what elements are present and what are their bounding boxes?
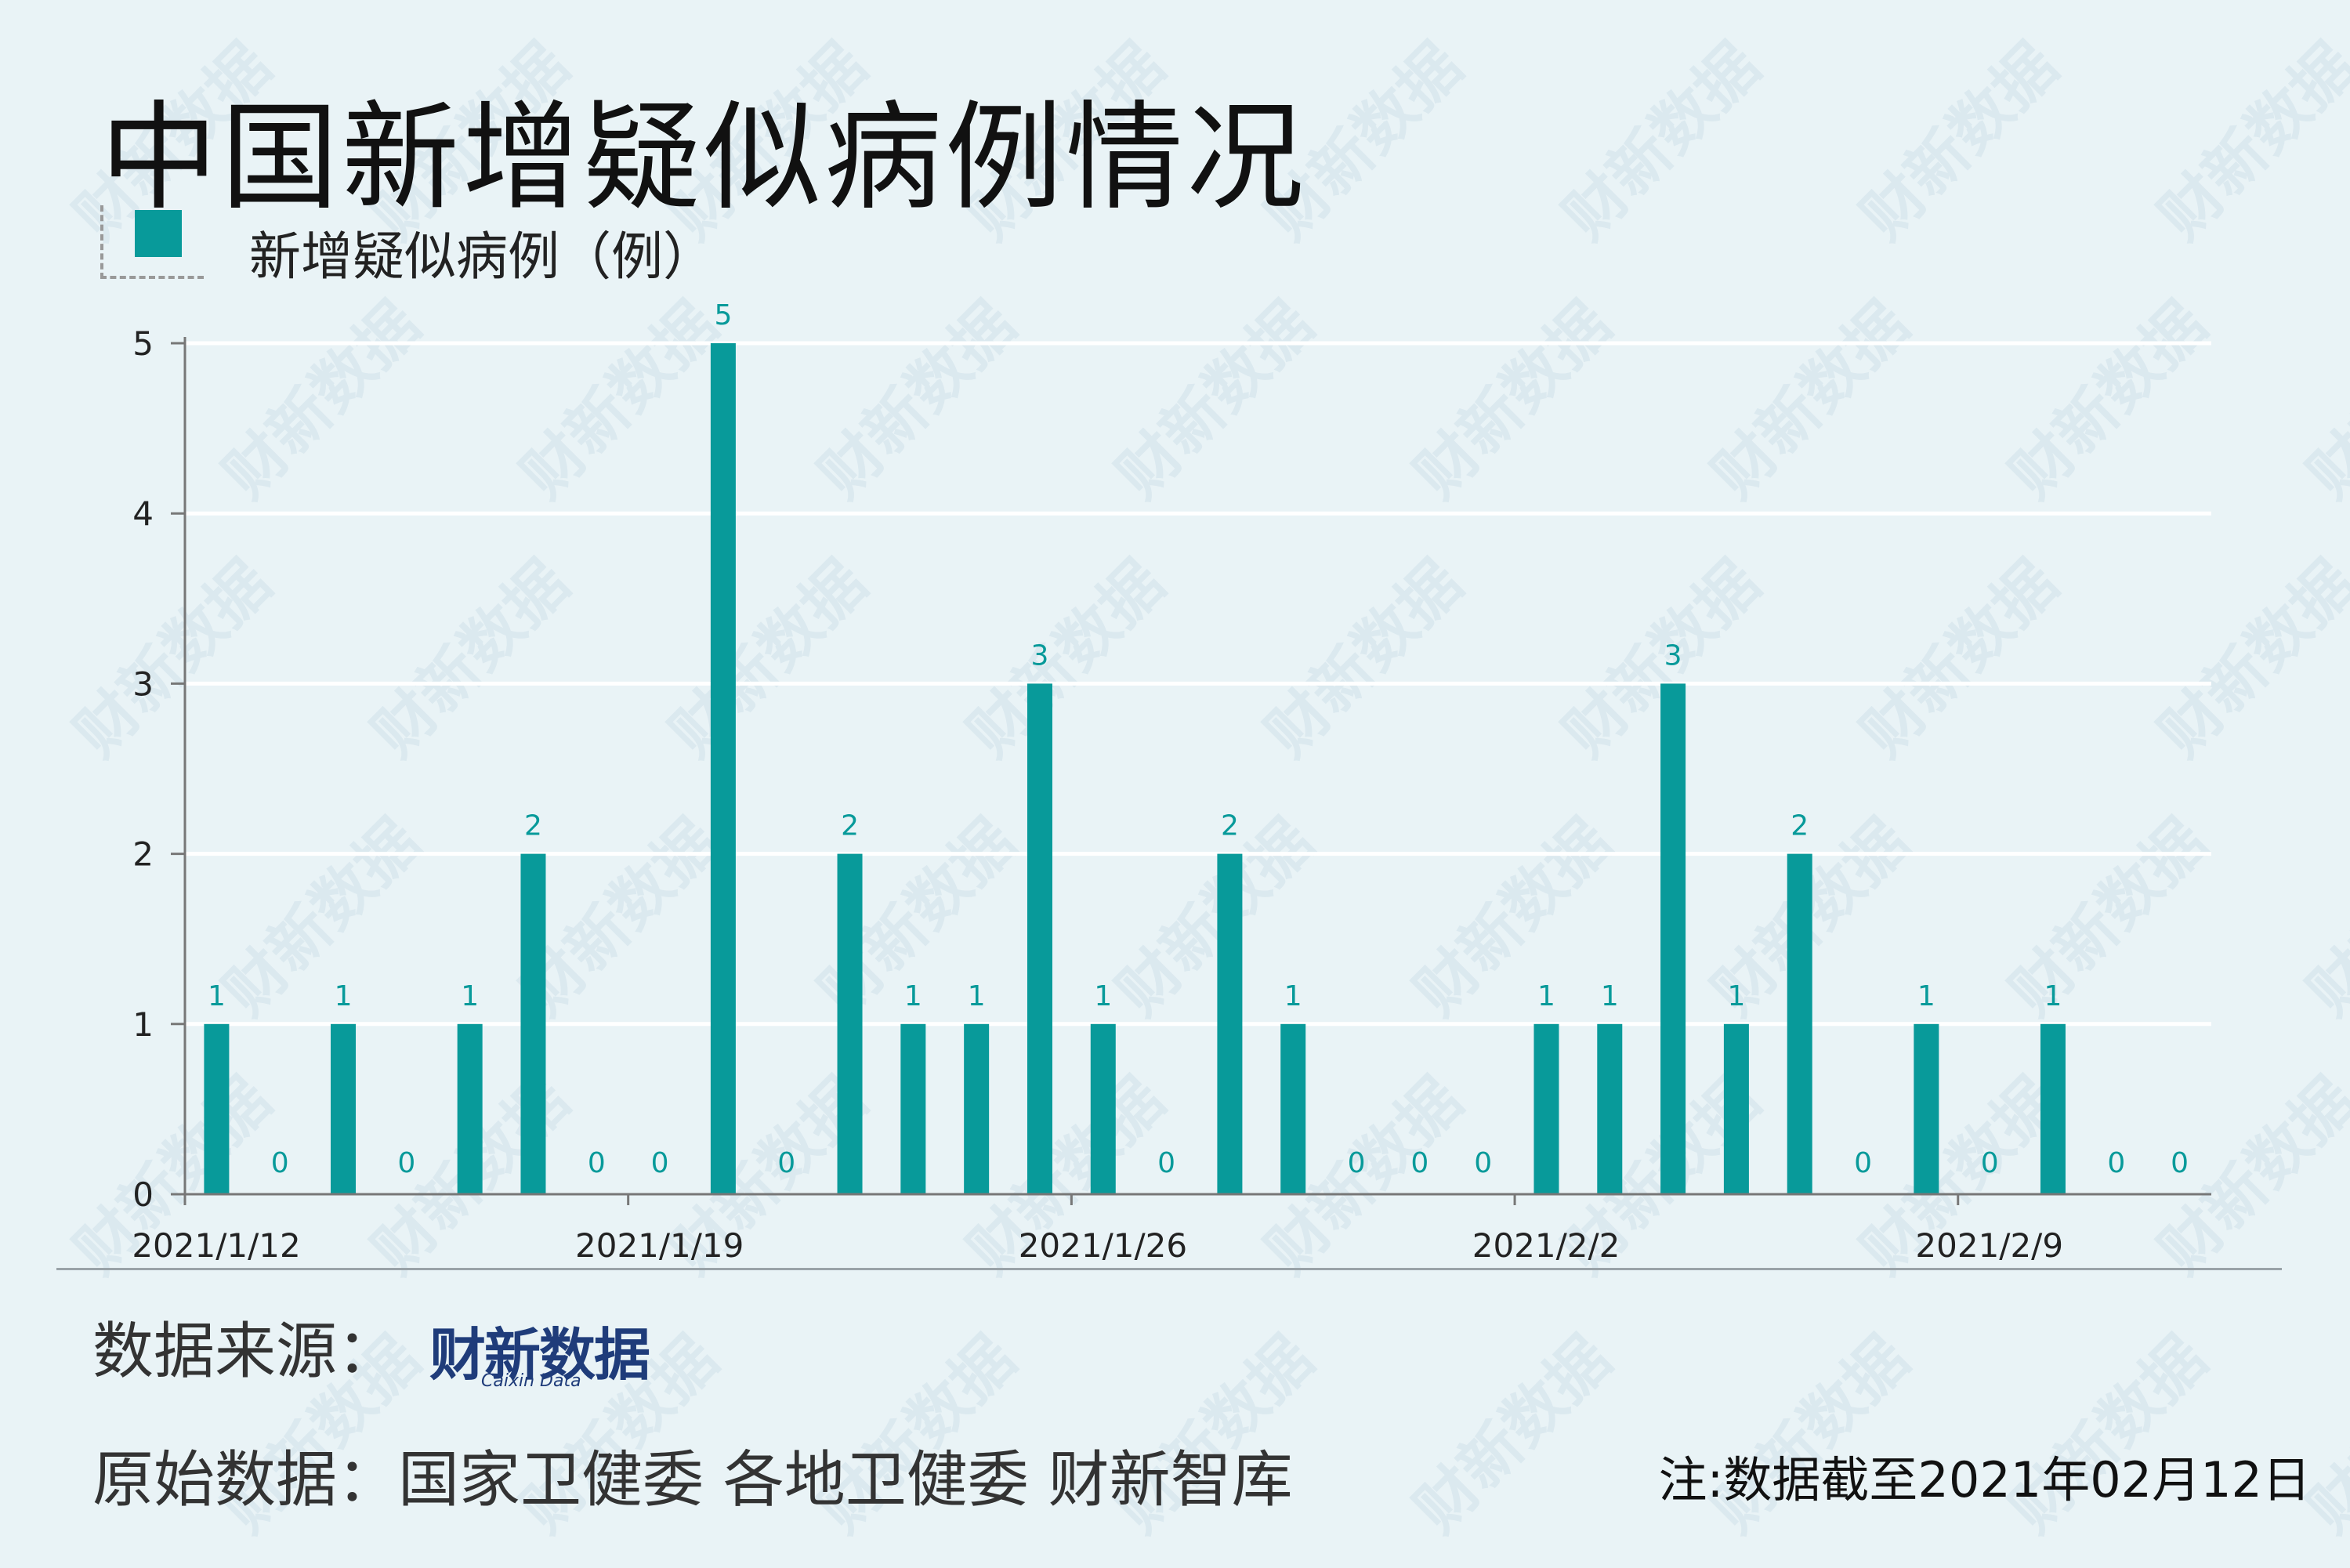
data-label: 2: [524, 810, 542, 842]
data-label: 0: [2171, 1147, 2189, 1179]
bar: [710, 343, 736, 1194]
origin-data-text: 原始数据：国家卫健委 各地卫健委 财新智库: [92, 1445, 1293, 1515]
source-label: 数据来源：: [92, 1316, 399, 1387]
brand-name-cn: 财新数据: [429, 1322, 650, 1388]
legend-frame: [100, 205, 204, 279]
data-label: 1: [1537, 980, 1555, 1012]
y-tick-label: 4: [132, 494, 154, 533]
data-label: 1: [968, 980, 986, 1012]
x-tick-label: 2021/1/12: [132, 1226, 300, 1265]
data-label: 1: [1094, 980, 1112, 1012]
data-label: 1: [1727, 980, 1745, 1012]
bar: [1660, 683, 1686, 1194]
gridlines: [185, 341, 2211, 1027]
data-label: 0: [1410, 1147, 1428, 1179]
source-row: 数据来源： 财新数据 Caixin Data: [92, 1302, 650, 1391]
data-cutoff-note: 注:数据截至2021年02月12日: [1658, 1451, 2311, 1508]
bar: [520, 853, 546, 1194]
watermark-text: 财新数据: [1699, 1323, 1923, 1547]
legend-label: 新增疑似病例（例）: [249, 226, 715, 287]
bar: [331, 1023, 357, 1194]
watermark-text: 财新数据: [1401, 1323, 1625, 1547]
data-label: 0: [2107, 1147, 2125, 1179]
data-label: 0: [1474, 1147, 1492, 1179]
data-label: 0: [1157, 1147, 1175, 1179]
bar: [1723, 1023, 1749, 1194]
data-label: 0: [1348, 1147, 1366, 1179]
y-tick-label: 3: [132, 664, 154, 703]
bar: [900, 1023, 926, 1194]
bar: [964, 1023, 990, 1194]
data-label: 1: [1917, 980, 1935, 1012]
y-tick-label: 5: [132, 324, 154, 363]
data-label: 0: [271, 1147, 289, 1179]
data-label: 5: [714, 299, 732, 331]
bar: [1090, 1023, 1116, 1194]
bar: [2040, 1023, 2066, 1194]
data-label: 0: [651, 1147, 669, 1179]
data-label: 3: [1664, 639, 1682, 672]
bar: [1597, 1023, 1623, 1194]
footer-divider: [56, 1268, 2282, 1270]
data-label: 0: [588, 1147, 606, 1179]
legend: 新增疑似病例（例）: [100, 205, 806, 287]
x-tick-label: 2021/2/2: [1472, 1226, 1620, 1265]
y-tick-label: 0: [132, 1175, 154, 1214]
bar: [1217, 853, 1243, 1194]
data-label: 2: [1221, 810, 1239, 842]
bar: [457, 1023, 483, 1194]
bar: [1914, 1023, 1939, 1194]
data-label: 2: [841, 810, 859, 842]
x-axis: 2021/1/12 2021/1/19 2021/1/26 2021/2/2 2021/…: [132, 1193, 2211, 1265]
data-label: 1: [2044, 980, 2062, 1012]
data-label: 1: [904, 980, 922, 1012]
data-label: 0: [1981, 1147, 1999, 1179]
bar: [837, 853, 863, 1194]
watermark-text: 财新数据: [2294, 1323, 2350, 1547]
bar: [1533, 1023, 1559, 1194]
data-label: 0: [397, 1147, 415, 1179]
data-labels: 1 0 1 0 1 2 0 0 5 0 2 1 1 3 1 0 2 1 0 0 0 1 1 3 1 2 0 1 0 1 0 0: [208, 299, 2189, 1179]
y-axis: 0 1 2 3 4 5: [132, 324, 186, 1214]
data-label: 1: [335, 980, 353, 1012]
brand-name-en: Caixin Data: [481, 1371, 581, 1391]
data-label: 1: [461, 980, 479, 1012]
watermark-text: 财新数据: [1997, 1323, 2221, 1547]
y-tick-label: 2: [132, 835, 154, 874]
bar: [1787, 853, 1812, 1194]
data-label: 2: [1791, 810, 1809, 842]
x-tick-label: 2021/1/19: [575, 1226, 744, 1265]
x-tick-label: 2021/1/26: [1019, 1226, 1187, 1265]
data-label: 1: [208, 980, 226, 1012]
legend-swatch: [135, 210, 182, 257]
bar: [1027, 683, 1052, 1194]
bar: [204, 1023, 230, 1194]
data-label: 1: [1284, 980, 1302, 1012]
y-tick-label: 1: [132, 1005, 154, 1044]
data-label: 1: [1601, 980, 1619, 1012]
caixin-data-logo: 财新数据 Caixin Data: [429, 1309, 664, 1395]
data-label: 3: [1031, 639, 1049, 672]
bars: [204, 343, 2066, 1194]
data-label: 0: [777, 1147, 795, 1179]
chart-title: 中国新增疑似病例情况: [100, 90, 1308, 226]
data-label: 0: [1854, 1147, 1872, 1179]
x-tick-label: 2021/2/9: [1915, 1226, 2063, 1265]
bar: [1280, 1023, 1306, 1194]
